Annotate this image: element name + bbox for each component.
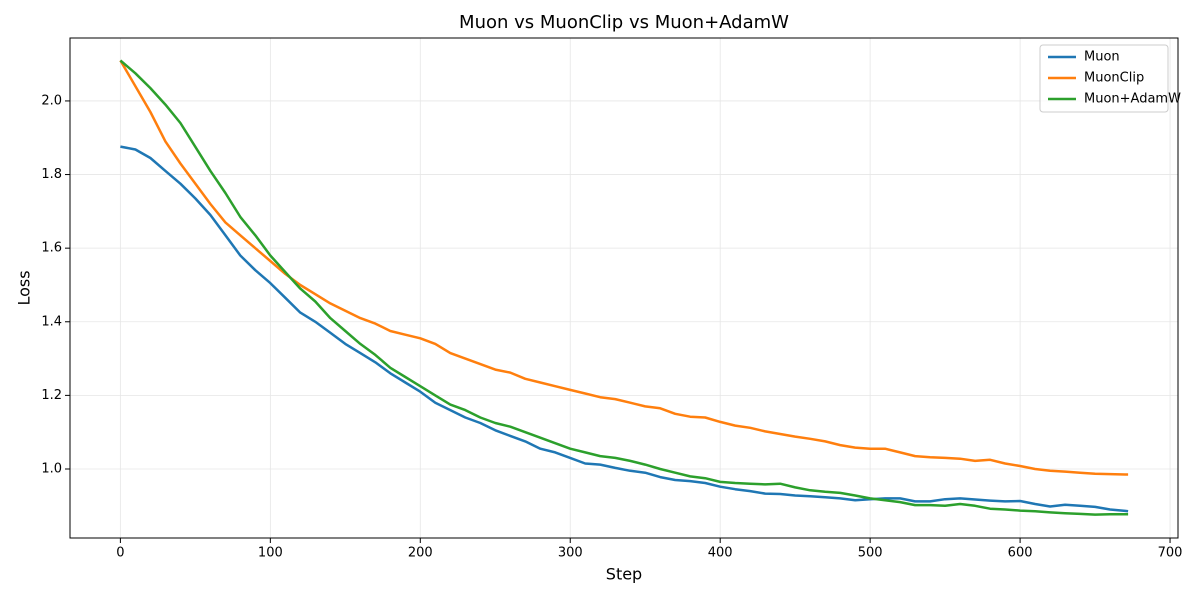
chart-title: Muon vs MuonClip vs Muon+AdamW xyxy=(459,12,789,33)
x-tick-label: 700 xyxy=(1158,546,1183,561)
y-tick-label: 2.0 xyxy=(41,93,62,108)
line xyxy=(119,59,1129,476)
legend-label: Muon xyxy=(1084,50,1120,65)
y-tick-label: 1.4 xyxy=(41,314,62,329)
plot-frame xyxy=(69,37,1179,539)
x-tick-label: 600 xyxy=(1008,546,1033,561)
x-tick-label: 0 xyxy=(116,546,124,561)
legend-box xyxy=(1039,44,1169,113)
y-axis-label: Loss xyxy=(15,270,34,305)
legend-label: MuonClip xyxy=(1084,71,1144,86)
y-tick-label: 1.8 xyxy=(41,167,62,182)
x-tick-label: 500 xyxy=(858,546,883,561)
line xyxy=(119,59,1129,516)
y-tick-label: 1.0 xyxy=(41,461,62,476)
x-tick-label: 400 xyxy=(708,546,733,561)
y-tick-label: 1.6 xyxy=(41,241,62,256)
legend-label: Muon+AdamW xyxy=(1084,92,1181,107)
line xyxy=(120,145,1129,513)
x-tick-label: 100 xyxy=(258,546,283,561)
y-tick-label: 1.2 xyxy=(41,388,62,403)
x-axis-label: Step xyxy=(606,565,642,584)
x-tick-label: 300 xyxy=(558,546,583,561)
x-tick-label: 200 xyxy=(408,546,433,561)
